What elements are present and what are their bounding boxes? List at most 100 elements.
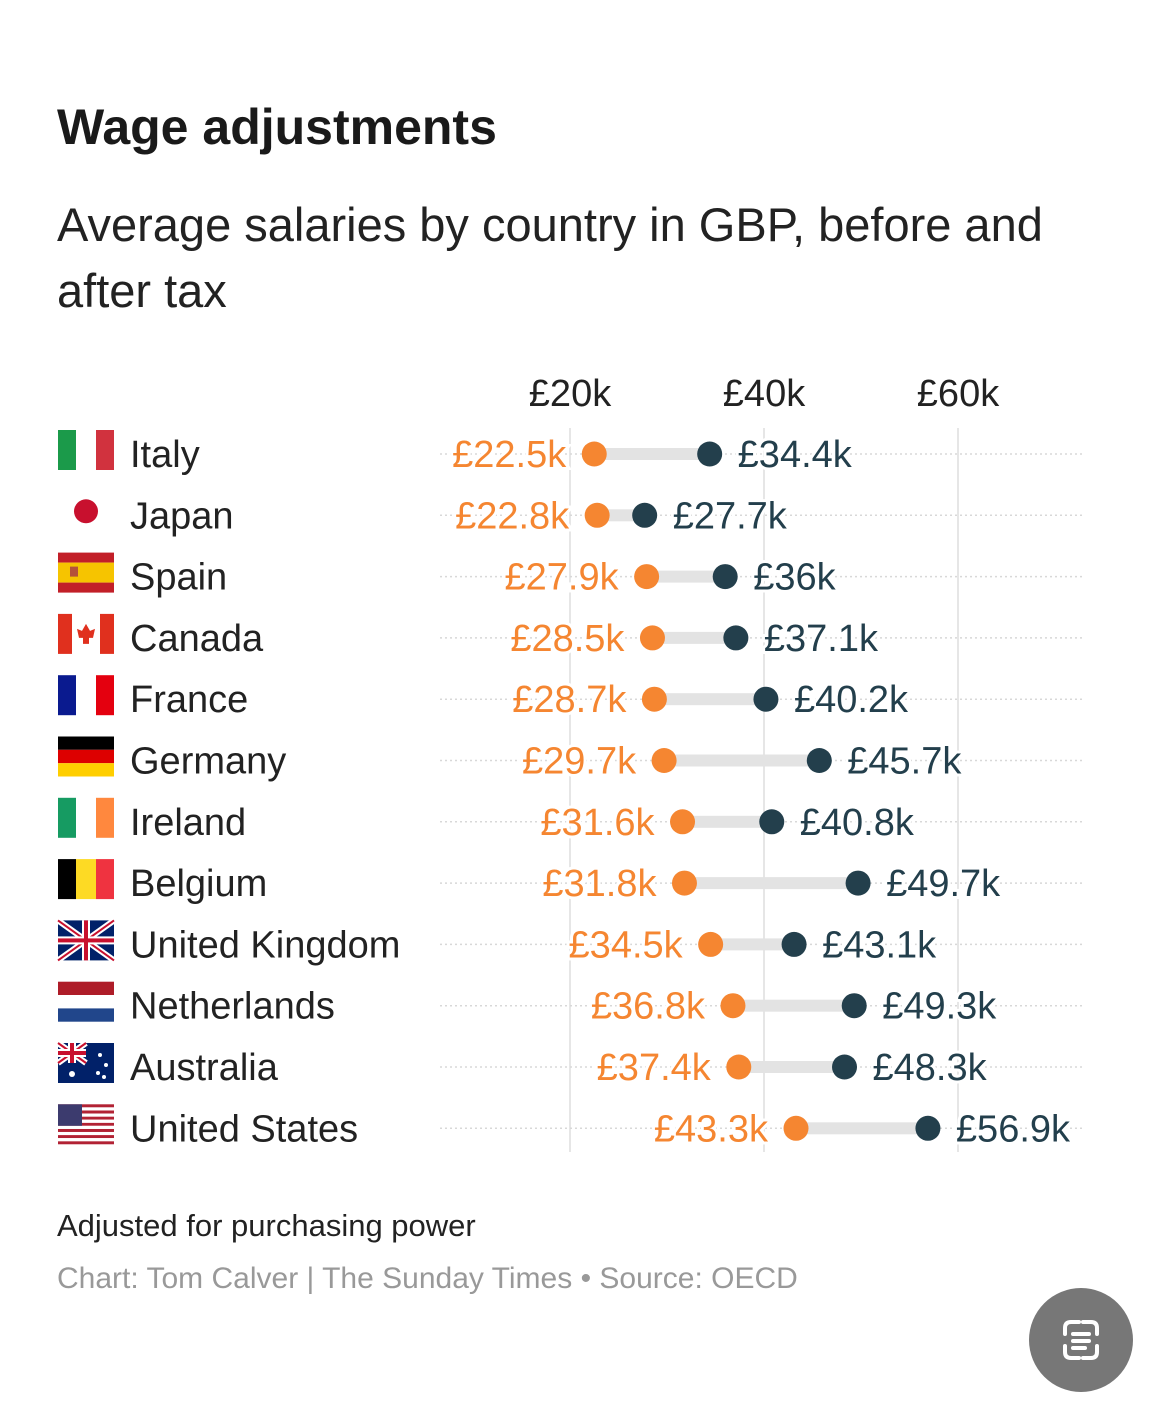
after-tax-dot	[698, 931, 724, 957]
before-tax-label: £43.1k	[822, 924, 937, 966]
flag-part	[58, 1051, 86, 1055]
after-tax-label: £31.6k	[540, 802, 655, 844]
dumbbell-chart: £20k £40k £60k Italy £22.5k £34.4k Japan £22.8k…	[56, 373, 1082, 1153]
flag-part	[58, 763, 114, 777]
flag-part	[76, 859, 96, 900]
after-tax-dot	[639, 625, 665, 651]
before-tax-dot	[915, 1115, 941, 1141]
after-tax-dot	[634, 564, 660, 590]
after-tax-label: £22.8k	[455, 495, 570, 537]
before-tax-dot	[806, 748, 832, 773]
country-label: Netherlands	[130, 986, 335, 1028]
before-tax-label: £49.3k	[882, 986, 997, 1028]
range-bar	[594, 448, 710, 460]
range-bar	[710, 938, 795, 951]
flag-part	[100, 613, 114, 654]
x-tick-label: £60k	[917, 373, 1000, 415]
flag-part	[74, 499, 98, 524]
after-tax-label: £22.5k	[452, 434, 567, 476]
after-tax-label: £27.9k	[505, 557, 620, 599]
flag-part	[96, 1071, 100, 1075]
flag-part	[58, 1113, 114, 1117]
flag-part	[58, 859, 76, 900]
after-tax-dot	[783, 1115, 809, 1141]
before-tax-label: £40.8k	[800, 802, 915, 844]
flag-part	[70, 566, 78, 577]
range-bar	[664, 754, 820, 767]
x-tick-label: £40k	[723, 373, 806, 415]
after-tax-label: £34.5k	[569, 924, 684, 966]
flag-part	[58, 562, 114, 583]
chart-row-be: Belgium £31.8k £49.7k	[58, 859, 1082, 908]
chart-row-it: Italy £22.5k £34.4k	[58, 430, 1082, 479]
chart-credit: Chart: Tom Calver | The Sunday Times • S…	[57, 1262, 798, 1295]
text-scan-button[interactable]	[1029, 1288, 1133, 1392]
flag-part	[58, 613, 72, 654]
range-bar	[738, 1061, 845, 1073]
flag-part	[58, 675, 76, 716]
range-bar	[646, 570, 726, 583]
flag-part	[58, 1138, 114, 1142]
before-tax-dot	[723, 625, 749, 651]
flag-es-icon	[58, 552, 114, 593]
country-label: Spain	[130, 557, 227, 599]
before-tax-dot	[759, 809, 785, 835]
flag-part	[77, 623, 95, 644]
chart-row-de: Germany £29.7k £45.7k	[58, 736, 1082, 786]
before-tax-dot	[845, 870, 871, 896]
range-bar	[684, 877, 859, 890]
flag-part	[96, 675, 114, 716]
flag-part	[58, 1141, 114, 1145]
flag-de-icon	[58, 736, 114, 777]
before-tax-label: £36k	[753, 557, 836, 599]
flag-gb-icon	[56, 917, 116, 963]
after-tax-label: £28.7k	[512, 679, 627, 721]
country-label: United States	[130, 1108, 358, 1150]
chart-row-jp: Japan £22.8k £27.7k	[74, 492, 1082, 540]
chart-row-us: United States £43.3k £56.9k	[58, 1104, 1082, 1153]
before-tax-label: £37.1k	[764, 618, 879, 660]
before-tax-label: £45.7k	[847, 741, 962, 783]
before-tax-dot	[712, 564, 738, 590]
flag-part	[58, 1110, 114, 1114]
chart-row-es: Spain £27.9k £36k	[58, 552, 1082, 602]
range-bar	[654, 693, 766, 706]
before-tax-label: £56.9k	[956, 1108, 1071, 1150]
flag-nl-icon	[58, 981, 114, 1022]
flag-part	[58, 1107, 114, 1111]
flag-part	[58, 582, 114, 593]
flag-part	[58, 981, 114, 995]
before-tax-dot	[697, 441, 723, 467]
before-tax-dot	[632, 502, 658, 528]
country-label: Germany	[130, 741, 286, 783]
flag-part	[58, 1119, 114, 1123]
country-label: Italy	[130, 434, 200, 476]
chart-row-fr: France £28.7k £40.2k	[58, 675, 1082, 724]
chart-row-ca: Canada £28.5k £37.1k	[58, 613, 1082, 663]
flag-part	[102, 1075, 106, 1079]
chart-note: Adjusted for purchasing power	[57, 1208, 476, 1243]
chart-row-gb: United Kingdom £34.5k £43.1k	[56, 917, 1082, 969]
after-tax-label: £29.7k	[522, 741, 637, 783]
flag-part	[104, 1063, 108, 1067]
after-tax-dot	[726, 1054, 752, 1080]
flag-us-icon	[58, 1104, 114, 1145]
chart-row-nl: Netherlands £36.8k £49.3k	[58, 981, 1082, 1031]
chart-row-au: Australia £37.4k £48.3k	[56, 1040, 1082, 1092]
after-tax-label: £31.8k	[542, 863, 657, 905]
flag-part	[58, 938, 114, 943]
after-tax-dot	[641, 686, 667, 712]
flag-part	[76, 797, 96, 838]
flag-part	[58, 1128, 114, 1132]
country-label: Ireland	[130, 802, 246, 844]
after-tax-label: £37.4k	[597, 1047, 712, 1089]
flag-part	[58, 1008, 114, 1022]
after-tax-dot	[651, 748, 677, 773]
country-label: Canada	[130, 618, 264, 660]
before-tax-label: £48.3k	[873, 1047, 988, 1089]
chart-subtitle: Average salaries by country in GBP, befo…	[57, 198, 1043, 317]
flag-part	[98, 1053, 102, 1057]
before-tax-label: £49.7k	[886, 863, 1001, 905]
after-tax-label: £28.5k	[510, 618, 625, 660]
